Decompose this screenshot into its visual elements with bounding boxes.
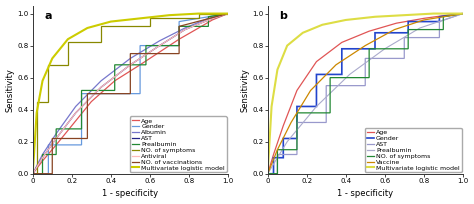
Text: b: b xyxy=(279,11,287,21)
Legend: Age, Gender, Albumin, AST, Prealbumin, NO. of symptoms, Antiviral, NO. of vaccin: Age, Gender, Albumin, AST, Prealbumin, N… xyxy=(130,116,227,172)
X-axis label: 1 - specificity: 1 - specificity xyxy=(337,190,393,198)
Y-axis label: Sensitivity: Sensitivity xyxy=(6,68,15,112)
Text: a: a xyxy=(45,11,52,21)
Legend: Age, Gender, AST, Prealbumin, NO. of symptoms, Vaccine, Multivariate logistic mo: Age, Gender, AST, Prealbumin, NO. of sym… xyxy=(365,128,462,172)
Y-axis label: Sensitivity: Sensitivity xyxy=(240,68,249,112)
X-axis label: 1 - specificity: 1 - specificity xyxy=(102,190,158,198)
